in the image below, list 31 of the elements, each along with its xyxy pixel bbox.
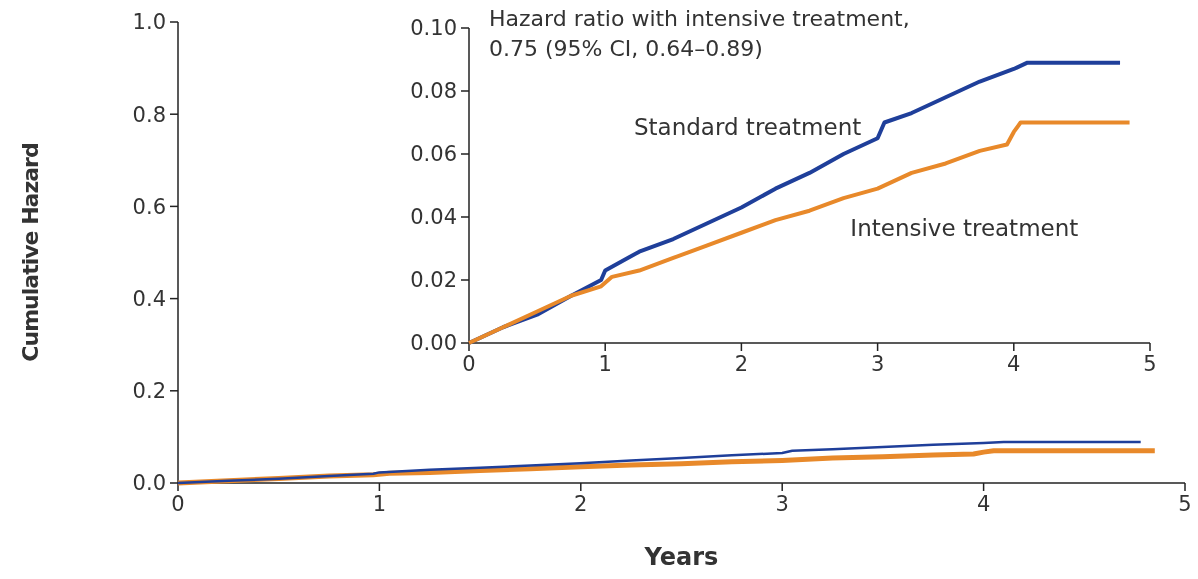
annotation: Hazard ratio with intensive treatment, [489, 6, 910, 31]
y-axis-title: Cumulative Hazard [18, 143, 43, 362]
x-tick-label: 2 [574, 492, 588, 516]
x-tick-label: 4 [976, 492, 991, 516]
x-tick-label: 0 [462, 352, 476, 376]
y-tick-label: 0.6 [132, 194, 166, 219]
x-tick-label: 2 [734, 352, 749, 376]
y-tick-label: 1.0 [132, 10, 166, 35]
x-tick-label: 5 [1178, 492, 1192, 516]
y-tick-label: 0.2 [132, 379, 166, 404]
x-tick-label: 3 [870, 352, 885, 376]
series-label: Intensive treatment [850, 214, 1079, 241]
x-tick-label: 1 [372, 492, 387, 516]
line-series [176, 440, 1142, 485]
y-tick-label: 0.0 [132, 471, 166, 496]
x-tick-label: 4 [1007, 352, 1021, 376]
y-tick-label: 0.08 [410, 79, 457, 104]
y-tick-label: 0.04 [410, 205, 457, 230]
y-tick-label: 0.06 [410, 142, 457, 167]
x-tick-label: 3 [775, 492, 789, 516]
y-tick-label: 0.10 [410, 16, 457, 41]
y-tick-label: 0.00 [410, 331, 457, 356]
y-tick-label: 0.4 [132, 286, 166, 311]
series-label: Standard treatment [633, 114, 862, 141]
x-axis-title: Years [643, 543, 719, 571]
annotation: 0.75 (95% CI, 0.64–0.89) [489, 36, 763, 61]
y-tick-label: 0.02 [410, 268, 457, 293]
y-tick-label: 0.8 [132, 102, 166, 127]
x-tick-label: 5 [1143, 352, 1157, 376]
x-tick-label: 1 [598, 352, 612, 376]
x-tick-label: 0 [171, 492, 185, 516]
